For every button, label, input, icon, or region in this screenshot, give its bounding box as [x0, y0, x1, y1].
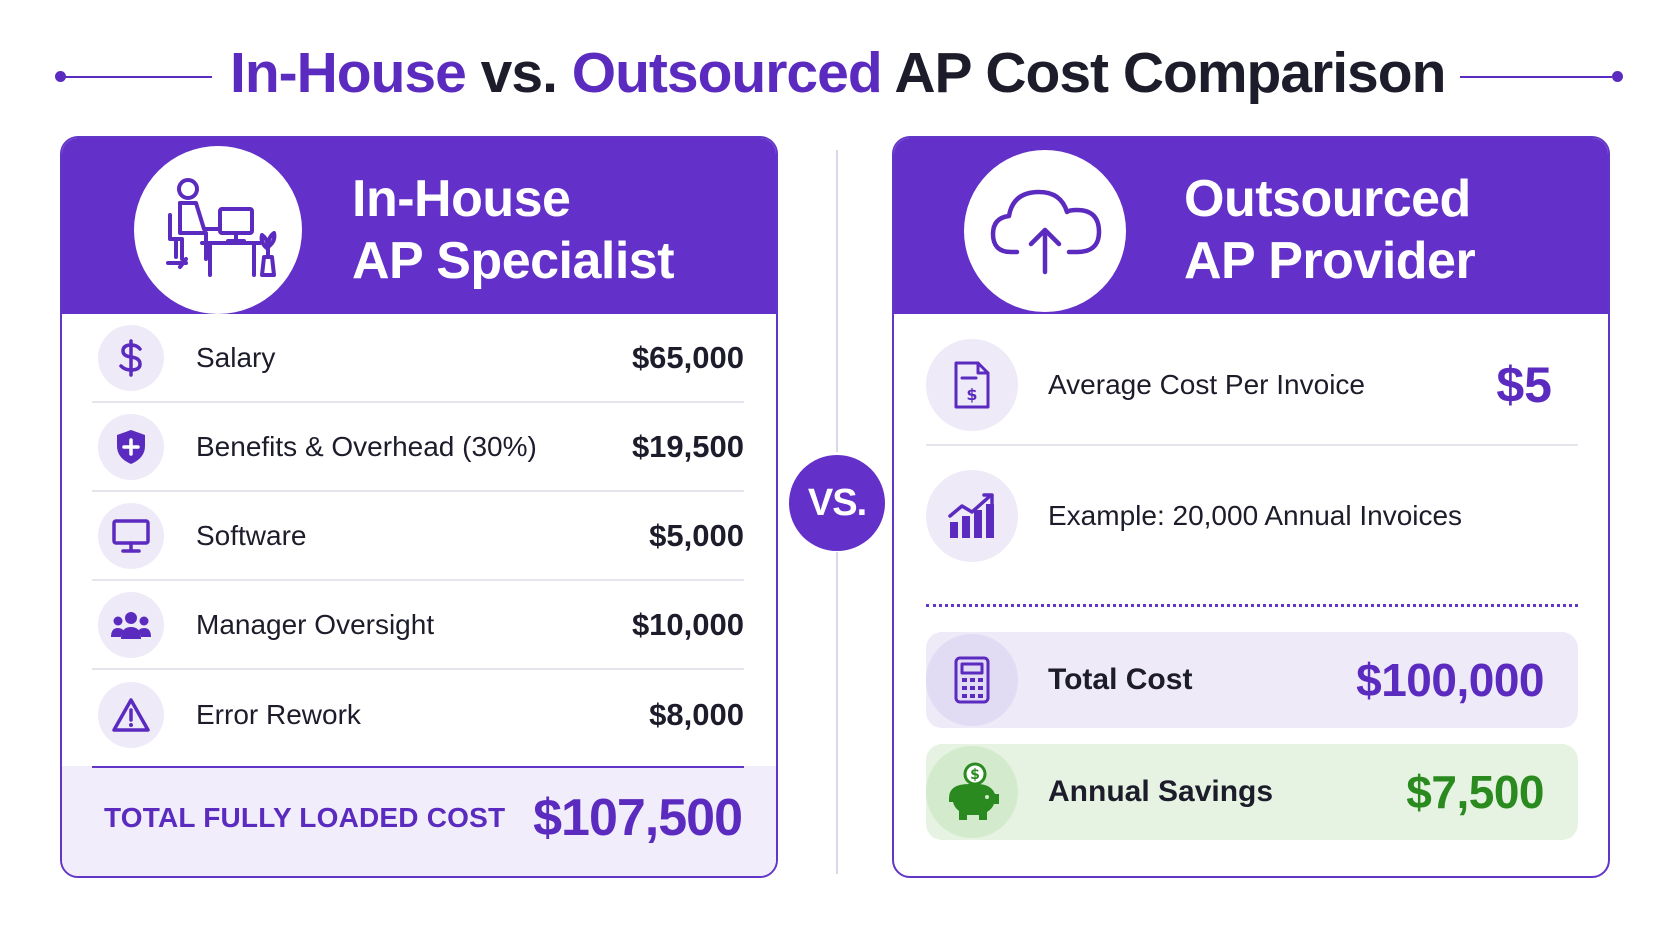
title-rest: AP Cost Comparison: [881, 41, 1446, 105]
piggy-bank-icon: $: [926, 746, 1018, 838]
cost-value: $5,000: [649, 517, 744, 553]
annual-savings-label: Annual Savings: [1048, 775, 1274, 808]
svg-text:$: $: [966, 385, 977, 404]
cost-row-salary: Salary $65,000: [92, 314, 744, 403]
title-rule-right: [1460, 76, 1612, 78]
outsourced-title-line2: AP Provider: [1184, 232, 1476, 290]
outsourced-card-title: Outsourced AP Provider: [1184, 168, 1476, 292]
title-vs: vs.: [465, 41, 572, 105]
annual-savings-pill: $ Annual Savings $7,500: [926, 744, 1578, 840]
total-fully-loaded-value: $107,500: [533, 789, 743, 847]
in-house-card-header: In-House AP Specialist: [62, 138, 776, 314]
cloud-upload-icon: [964, 150, 1126, 312]
shield-plus-icon: [98, 413, 164, 480]
dotted-divider: [926, 604, 1578, 607]
cost-row-manager: Manager Oversight $10,000: [92, 581, 744, 670]
outsourced-card: Outsourced AP Provider $ Average Cost Pe…: [892, 136, 1610, 878]
vs-divider-top: [836, 150, 838, 452]
cost-value: $19,500: [631, 428, 744, 464]
cost-value: $8,000: [649, 696, 744, 732]
example-label: Example: 20,000 Annual Invoices: [1048, 500, 1463, 531]
outsourced-card-header: Outsourced AP Provider: [894, 138, 1608, 314]
total-rule: [92, 766, 744, 768]
cost-label: Software: [196, 519, 307, 551]
title-outsourced: Outsourced: [571, 41, 883, 105]
cost-row-benefits: Benefits & Overhead (30%) $19,500: [92, 403, 744, 492]
people-group-icon: [98, 591, 164, 658]
avg-cost-row: $ Average Cost Per Invoice $5: [926, 326, 1578, 446]
avg-cost-value: $5: [1496, 357, 1552, 413]
cost-row-error-rework: Error Rework $8,000: [92, 670, 744, 759]
svg-text:$: $: [970, 767, 980, 783]
monitor-icon: [98, 502, 164, 569]
total-bar: [62, 766, 776, 876]
in-house-title-line2: AP Specialist: [352, 232, 675, 290]
in-house-cost-list: Salary $65,000 Benefits & Overhead (30%)…: [92, 314, 744, 759]
cost-row-software: Software $5,000: [92, 492, 744, 581]
page-title: In-House vs. Outsourced AP Cost Comparis…: [230, 40, 1446, 106]
title-dot-right: [1612, 71, 1623, 82]
person-at-desk-icon: [134, 146, 302, 314]
cost-label: Manager Oversight: [196, 608, 435, 640]
in-house-title-line1: In-House: [352, 170, 571, 228]
in-house-card-title: In-House AP Specialist: [352, 168, 675, 292]
growth-chart-icon: [926, 470, 1018, 562]
dollar-icon: [98, 324, 164, 391]
title-rule-left: [60, 76, 212, 78]
title-in-house: In-House: [230, 41, 467, 105]
in-house-card: In-House AP Specialist Salary $65,000 Be…: [60, 136, 778, 878]
warning-triangle-icon: [98, 681, 164, 748]
cost-value: $10,000: [631, 606, 744, 642]
invoice-document-icon: $: [926, 339, 1018, 431]
calculator-icon: [926, 634, 1018, 726]
cost-label: Error Rework: [196, 698, 361, 730]
vs-badge: VS.: [789, 455, 885, 551]
total-cost-value: $100,000: [1356, 654, 1544, 706]
vs-divider-bottom: [836, 552, 838, 874]
avg-cost-label: Average Cost Per Invoice: [1048, 369, 1365, 400]
total-fully-loaded-label: TOTAL FULLY LOADED COST: [104, 802, 506, 833]
title-row: In-House vs. Outsourced AP Cost Comparis…: [0, 28, 1672, 118]
outsourced-title-line1: Outsourced: [1184, 170, 1471, 228]
total-cost-pill: Total Cost $100,000: [926, 632, 1578, 728]
total-cost-label: Total Cost: [1048, 663, 1193, 696]
example-row: Example: 20,000 Annual Invoices: [926, 456, 1578, 576]
cost-label: Salary: [196, 341, 276, 373]
annual-savings-value: $7,500: [1406, 766, 1544, 818]
cost-label: Benefits & Overhead (30%): [196, 430, 537, 462]
cost-value: $65,000: [631, 339, 744, 375]
